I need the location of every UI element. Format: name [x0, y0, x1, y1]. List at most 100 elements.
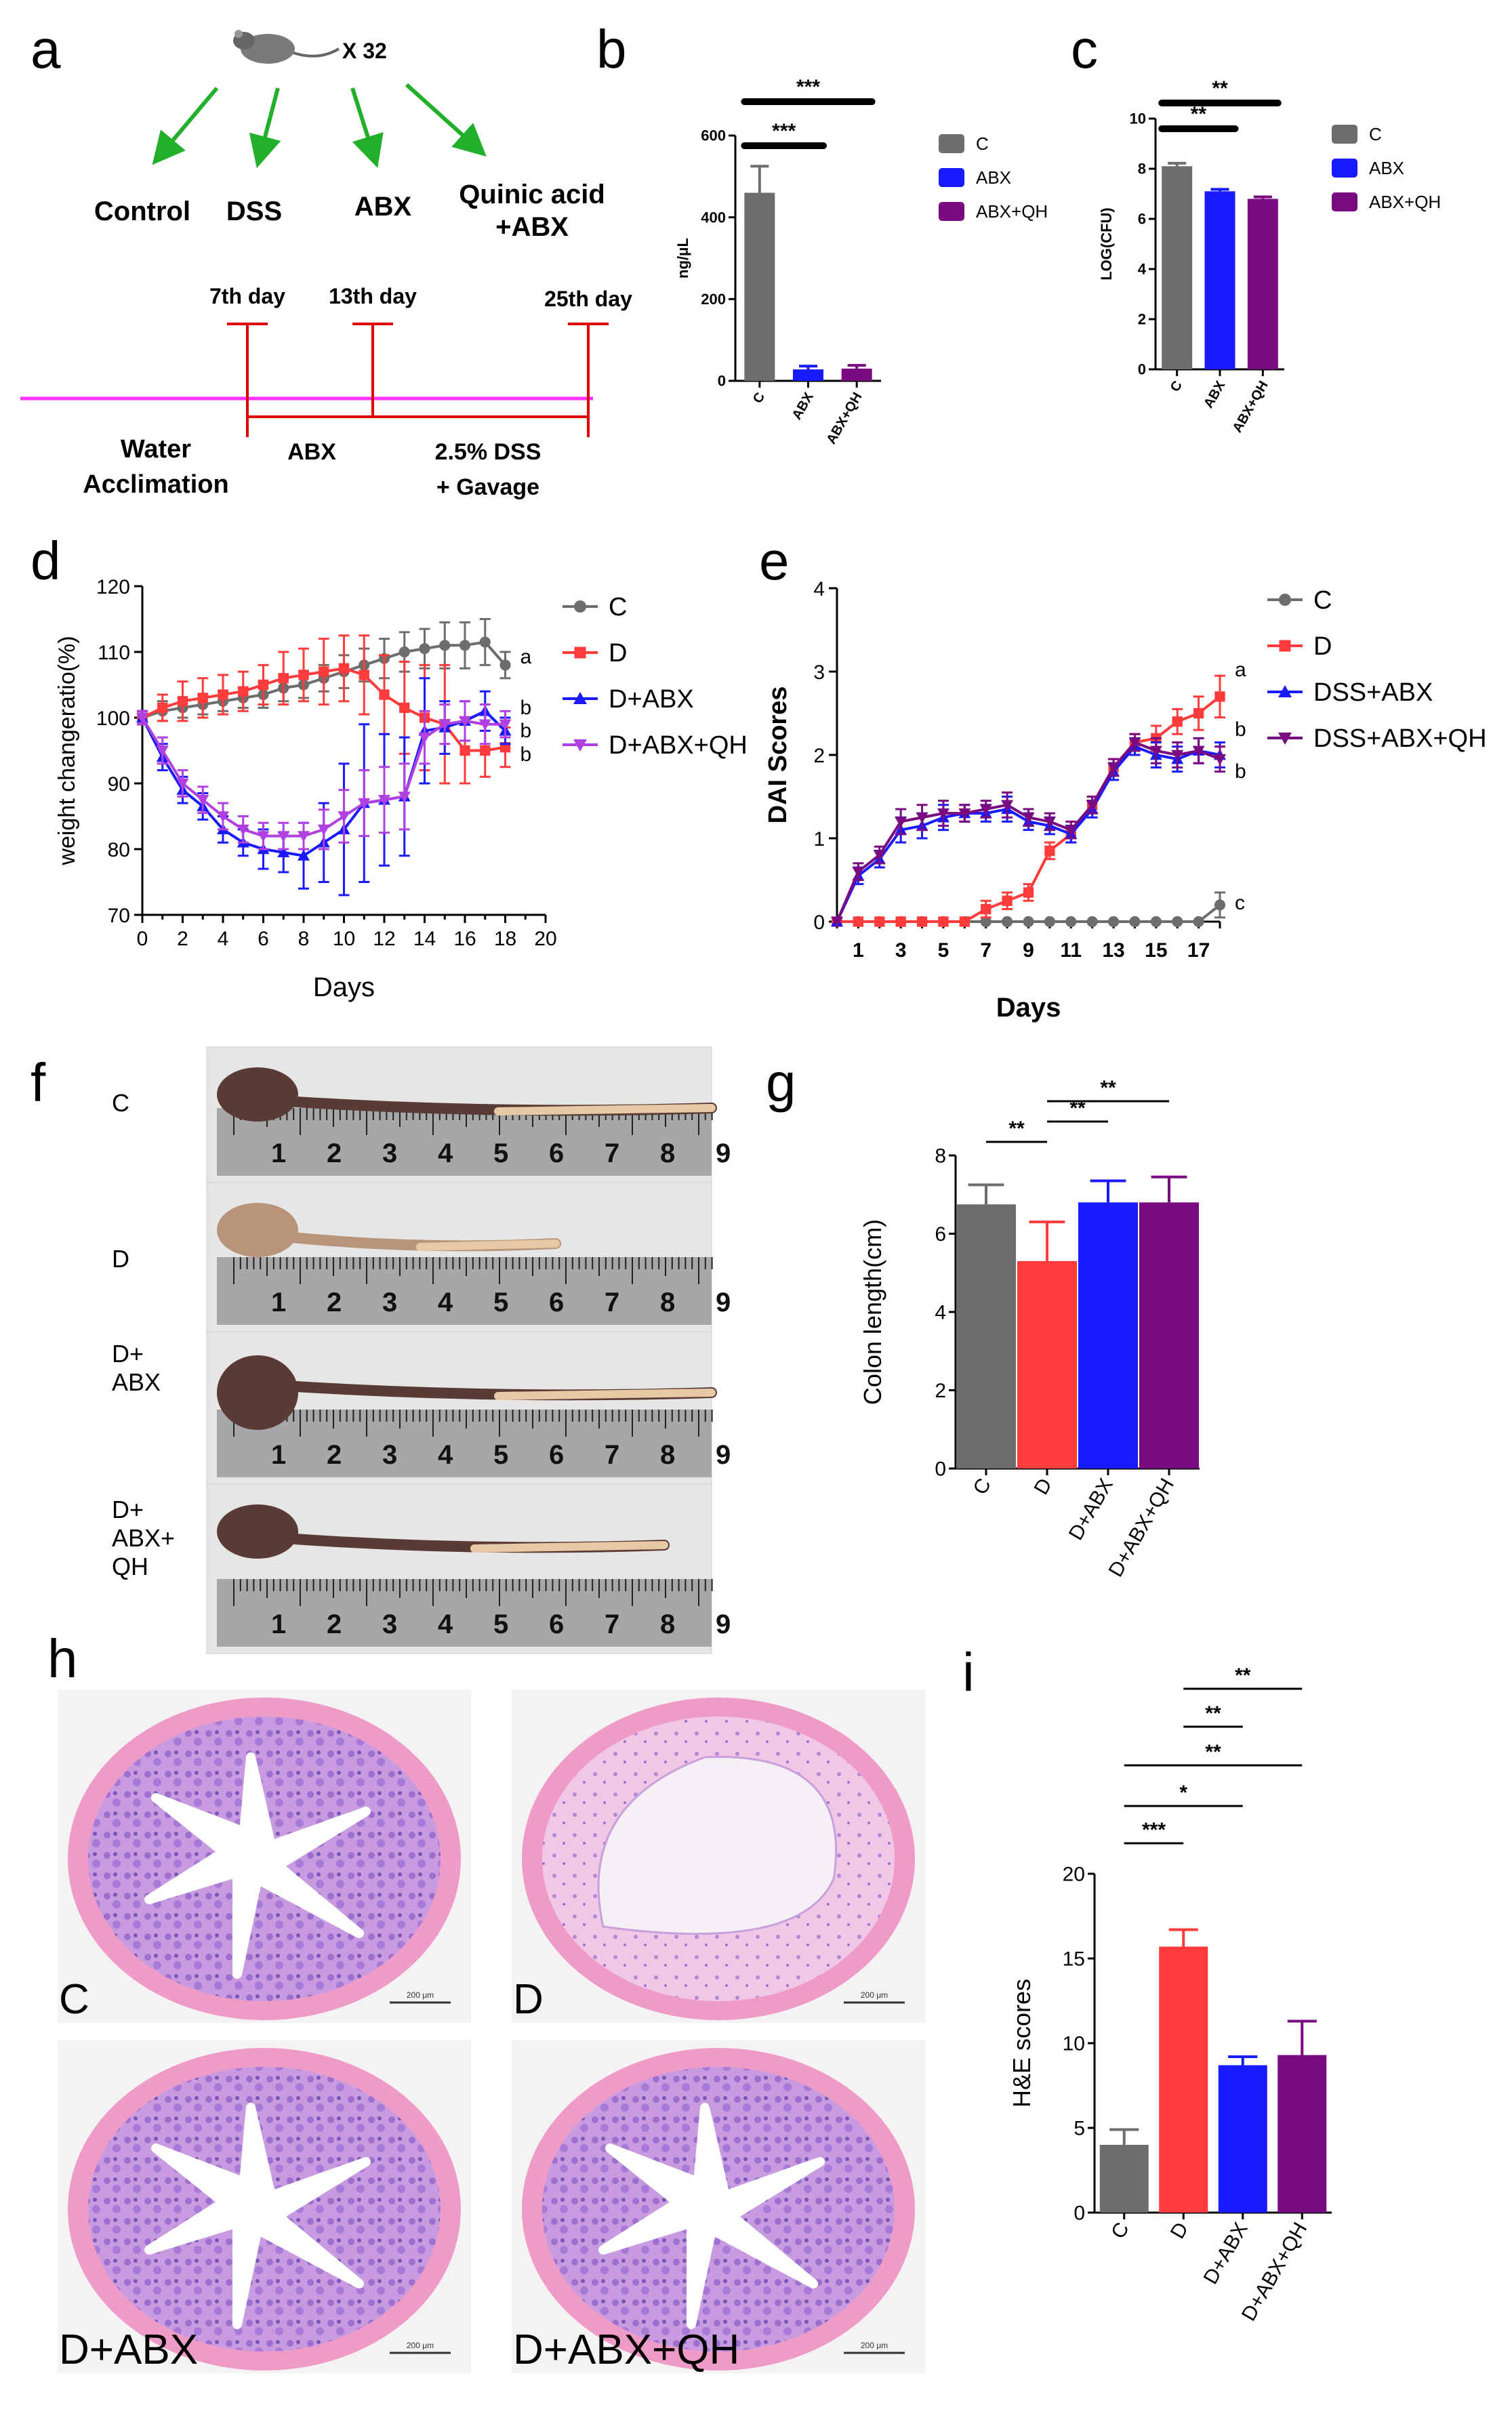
legend-swatch	[1332, 192, 1357, 211]
data-point	[1214, 899, 1226, 911]
lumen	[597, 1756, 837, 1935]
timeline-markers	[227, 323, 609, 437]
data-point	[916, 916, 928, 927]
data-point	[1023, 916, 1034, 928]
data-point	[1044, 916, 1055, 928]
legend-swatch	[939, 168, 964, 187]
data-point	[257, 831, 270, 842]
ruler-number: 9	[716, 1138, 731, 1168]
data-point	[479, 636, 491, 648]
mouse-count: X 32	[342, 39, 387, 63]
data-point	[1002, 895, 1013, 906]
y-tick-label: 0	[1074, 2202, 1085, 2225]
data-point	[156, 745, 169, 757]
y-tick-label: 4	[935, 1302, 946, 1324]
histology-label: D	[513, 1976, 544, 2023]
bar-c	[744, 192, 775, 381]
ruler-number: 5	[493, 1138, 508, 1168]
ruler-number: 6	[549, 1138, 564, 1168]
text-line: +ABX	[495, 212, 569, 242]
chart-d: d 70 80 90 100 110 120 0 2 4 6 8 10 12 14 16 18 20 Days wei…	[30, 531, 748, 1002]
end-label: b	[520, 720, 532, 742]
bar-c	[1162, 166, 1193, 370]
significance-label: ***	[1142, 1819, 1166, 1841]
data-point	[916, 813, 928, 824]
data-point	[278, 673, 289, 684]
y-tick-label: 4	[813, 578, 825, 600]
significance-label: **	[1212, 77, 1228, 100]
data-point	[398, 792, 411, 803]
x-tick-label: ABX	[790, 390, 817, 422]
bar-d	[1017, 1260, 1077, 1469]
legend-label: D	[1313, 632, 1332, 661]
data-point	[979, 804, 992, 815]
x-tick-label: C	[750, 390, 768, 407]
scale-bar-label: 200 μm	[407, 1990, 434, 2000]
ruler-number: 4	[438, 1609, 453, 1639]
ruler-number: 4	[438, 1440, 453, 1470]
data-point	[1129, 916, 1141, 928]
y-tick-label: 5	[1074, 2118, 1085, 2140]
data-point	[298, 849, 310, 861]
ruler-number: 3	[382, 1440, 397, 1470]
data-point	[1086, 916, 1098, 928]
ruler-number: 4	[438, 1138, 453, 1168]
y-tick-label: 100	[96, 707, 130, 730]
text-line: ABX+	[112, 1524, 175, 1552]
legend-label: ABX+QH	[976, 201, 1048, 222]
colon-distal	[494, 1389, 716, 1400]
data-point	[1023, 887, 1034, 898]
y-tick-label: 200	[701, 291, 726, 308]
legend-label: ABX+QH	[1369, 192, 1441, 212]
x-tick-label: C	[1107, 2219, 1133, 2242]
data-point	[937, 808, 949, 820]
data-point	[1214, 754, 1226, 766]
data-point	[277, 831, 290, 842]
data-point	[1193, 916, 1204, 928]
data-point	[319, 666, 329, 677]
arrow-quinic	[405, 83, 487, 157]
panel-h-histology: h 200 μm C 200 μm D 200 μm D+ABX 200 μm D+ABX+Q…	[47, 1628, 925, 2373]
end-label: b	[520, 697, 532, 719]
ruler-number: 9	[716, 1440, 731, 1470]
text-line: D	[112, 1245, 129, 1273]
y-tick-label: 10	[1130, 110, 1146, 127]
day-label-7th: 7th day	[209, 284, 285, 308]
y-tick-label: 2	[1138, 311, 1146, 328]
data-point	[1065, 916, 1077, 928]
x-tick-label: 5	[938, 939, 949, 962]
data-point	[399, 702, 410, 714]
significance-label: **	[1235, 1664, 1251, 1687]
ruler-number: 7	[605, 1609, 619, 1639]
x-tick-label: 4	[218, 928, 229, 950]
colon-cecum	[217, 1355, 298, 1430]
data-point	[574, 646, 586, 659]
colon-cecum	[217, 1504, 298, 1559]
data-point	[959, 916, 970, 927]
data-point	[157, 702, 168, 714]
x-tick-label: 3	[895, 939, 907, 962]
x-tick-label: D+ABX+QH	[1105, 1475, 1179, 1581]
x-tick-label: 8	[298, 928, 310, 950]
lumen	[144, 2103, 371, 2329]
data-point	[1043, 817, 1056, 828]
ruler-number: 8	[660, 1138, 675, 1168]
series-dss-abx-qh	[831, 733, 1226, 928]
data-point	[1065, 825, 1078, 836]
data-point	[1150, 916, 1162, 928]
scale-bar-label: 200 μm	[861, 2341, 888, 2350]
data-point	[874, 916, 885, 927]
legend-label: DSS+ABX+QH	[1313, 724, 1487, 753]
data-point	[399, 646, 410, 658]
bar-d-abx-qh	[1139, 1202, 1199, 1469]
ruler-number: 3	[382, 1609, 397, 1639]
y-tick-label: 0	[813, 911, 825, 934]
panel-a-schematic: a X 32 Control DSS ABX Quinic acid +ABX 7…	[20, 19, 632, 500]
ruler-number: 1	[271, 1288, 286, 1317]
legend-label: ABX	[976, 167, 1011, 188]
scale-bar-label: 200 μm	[407, 2341, 434, 2350]
ruler-number: 9	[716, 1288, 731, 1317]
x-tick-label: C	[969, 1475, 996, 1498]
data-point	[438, 719, 451, 731]
data-point	[853, 916, 864, 927]
